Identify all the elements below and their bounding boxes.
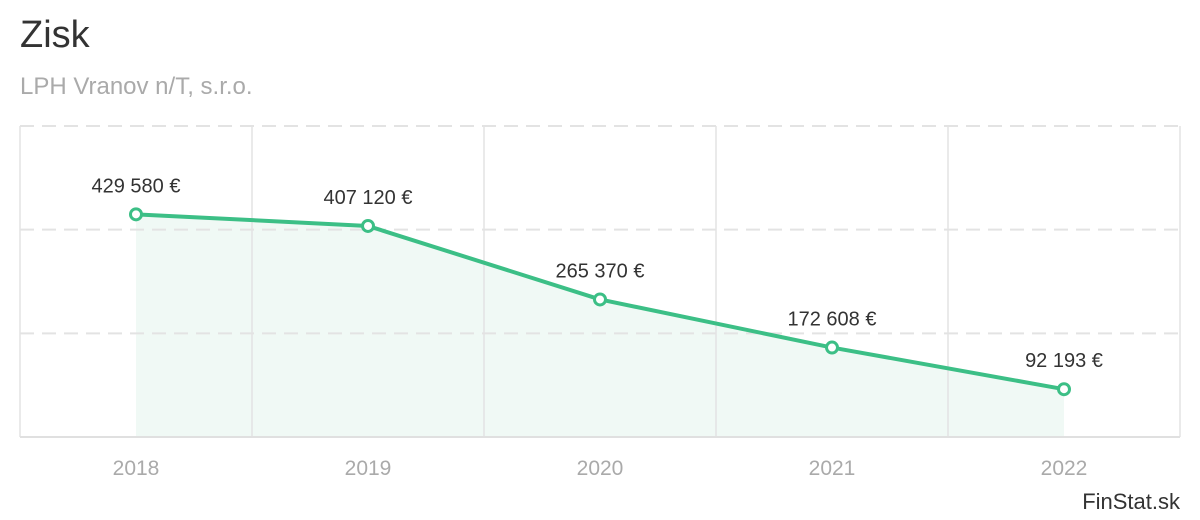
data-point [593,292,607,307]
data-label: 172 608 € [788,309,877,331]
chart-title: Zisk [20,14,90,56]
x-tick-label: 2018 [113,457,160,480]
data-label: 265 370 € [556,260,645,282]
area-fill [136,214,1064,437]
credit-link[interactable]: FinStat.sk [1082,489,1180,514]
x-tick-label: 2019 [345,457,392,480]
chart-subtitle: LPH Vranov n/T, s.r.o. [20,73,253,100]
data-label: 429 580 € [92,175,181,197]
data-point [825,340,839,355]
data-point [129,207,143,222]
data-label: 407 120 € [324,187,413,209]
x-tick-label: 2021 [809,457,856,480]
data-point [1057,382,1071,397]
x-tick-label: 2022 [1041,457,1088,480]
data-point [361,218,375,233]
data-label: 92 193 € [1025,350,1103,372]
x-tick-label: 2020 [577,457,624,480]
